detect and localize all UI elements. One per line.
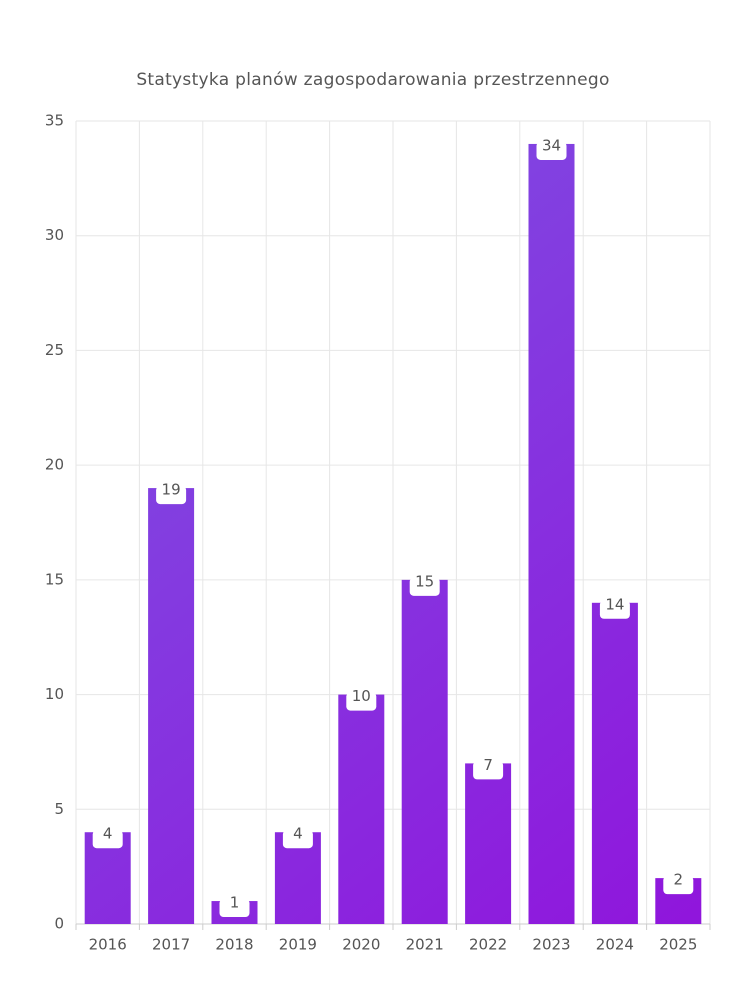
data-label: 14: [605, 595, 624, 613]
data-label: 2: [674, 871, 684, 889]
x-tick-label: 2020: [342, 936, 380, 954]
bar: [338, 694, 385, 924]
bar: [465, 763, 512, 924]
data-label: 4: [293, 825, 303, 843]
y-tick-label: 30: [45, 226, 64, 244]
data-label: 19: [162, 481, 181, 499]
x-tick-label: 2019: [279, 936, 317, 954]
x-tick-label: 2018: [215, 936, 253, 954]
data-label-bg: [282, 830, 313, 849]
data-label: 7: [483, 756, 493, 774]
x-tick-label: 2024: [596, 936, 634, 954]
chart-title: Statystyka planów zagospodarowania przes…: [136, 70, 609, 90]
data-label: 10: [352, 687, 371, 705]
y-tick-label: 0: [54, 915, 64, 933]
y-tick-label: 20: [45, 456, 64, 474]
data-label: 1: [230, 894, 240, 912]
data-label-bg: [536, 141, 567, 160]
y-tick-label: 10: [45, 685, 64, 703]
y-tick-label: 15: [45, 570, 64, 588]
bar: [401, 579, 448, 924]
x-tick-label: 2021: [406, 936, 444, 954]
data-label-bg: [156, 486, 187, 505]
x-tick-label: 2025: [659, 936, 697, 954]
bar: [591, 602, 638, 924]
y-tick-label: 5: [54, 800, 64, 818]
data-label-bg: [663, 876, 694, 895]
x-tick-label: 2023: [532, 936, 570, 954]
data-label: 15: [415, 572, 434, 590]
y-tick-label: 35: [45, 112, 64, 130]
data-label-bg: [409, 577, 440, 596]
data-label-bg: [599, 600, 630, 619]
data-label: 4: [103, 825, 113, 843]
data-label-bg: [92, 830, 123, 849]
bar: [148, 488, 195, 924]
data-label-bg: [219, 899, 250, 918]
x-tick-label: 2016: [89, 936, 127, 954]
x-tick-label: 2022: [469, 936, 507, 954]
data-label-bg: [346, 692, 377, 711]
data-label: 34: [542, 136, 561, 154]
y-tick-label: 25: [45, 341, 64, 359]
data-label-bg: [473, 761, 504, 780]
bar: [528, 143, 575, 924]
x-tick-label: 2017: [152, 936, 190, 954]
